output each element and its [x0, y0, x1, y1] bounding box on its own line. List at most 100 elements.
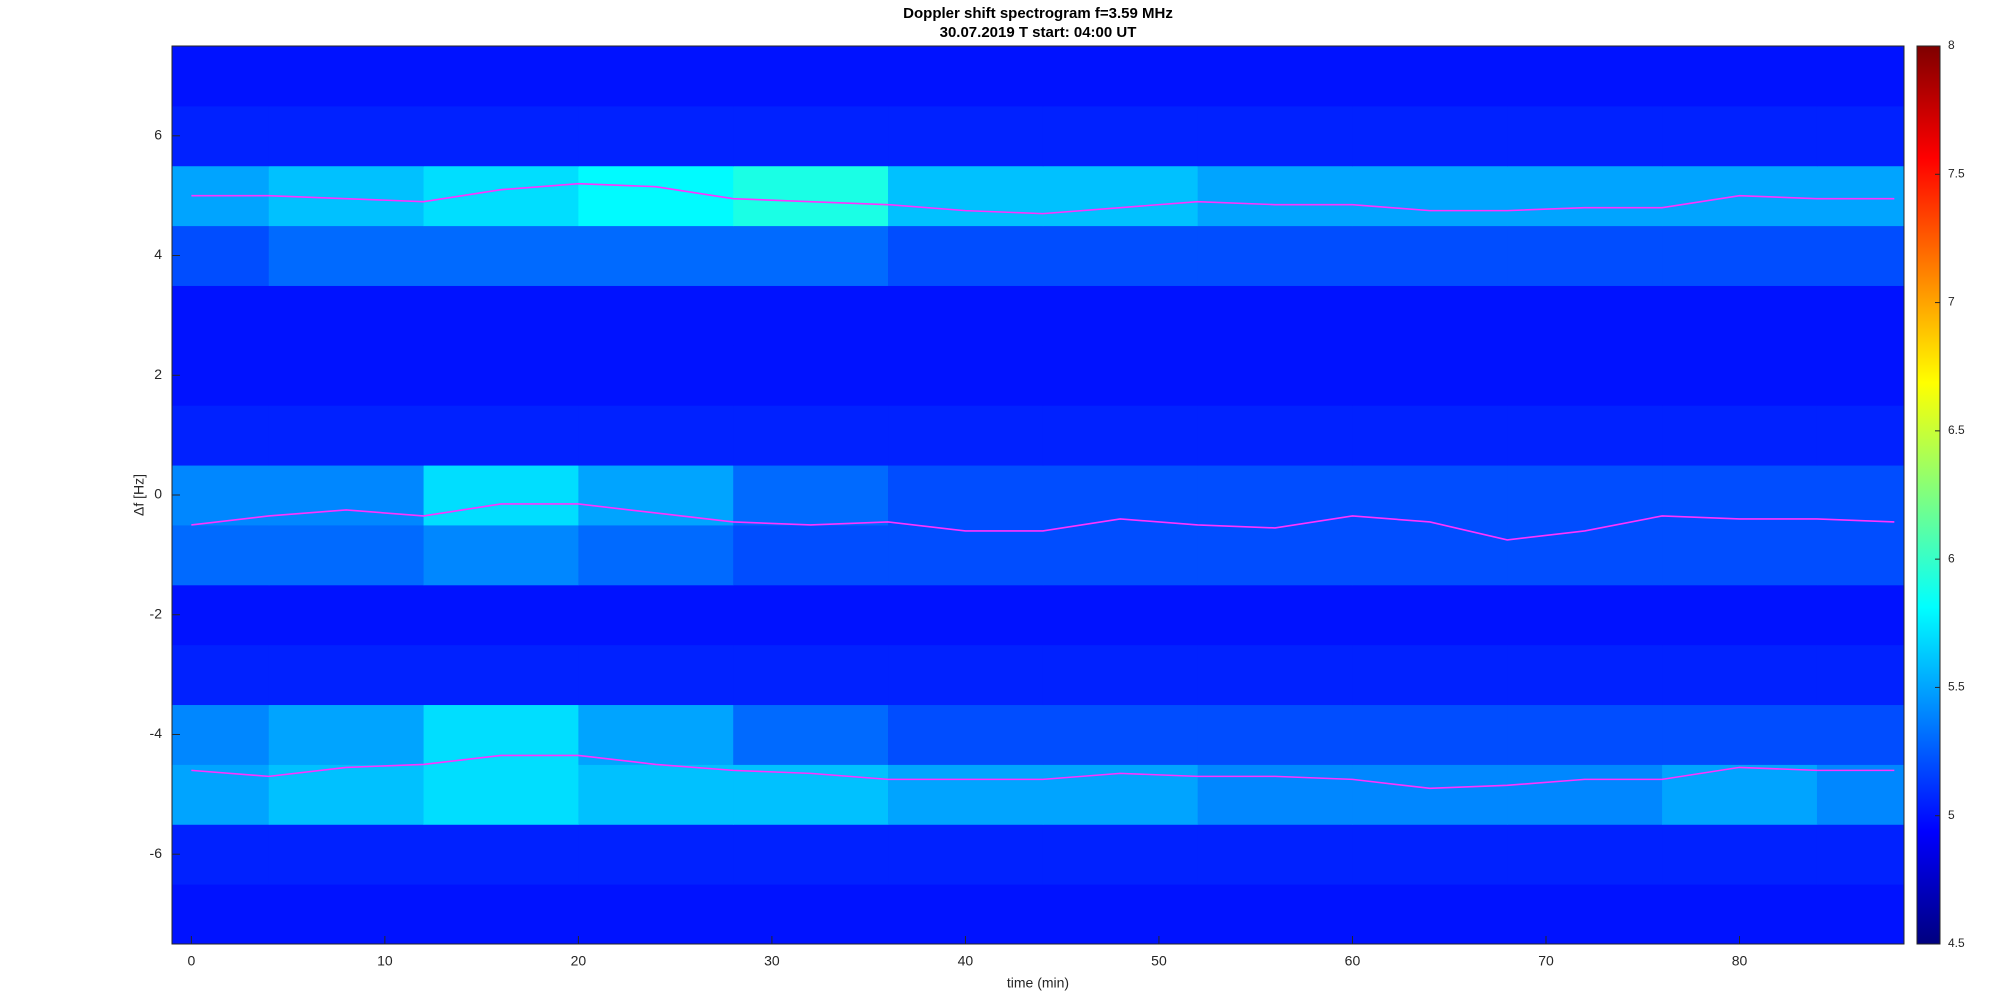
- y-tick-label: 0: [154, 486, 162, 502]
- cell: [578, 225, 734, 286]
- cell: [1352, 704, 1508, 765]
- cell: [172, 524, 270, 586]
- cell: [172, 46, 270, 107]
- cell: [268, 884, 425, 944]
- cell: [733, 465, 889, 526]
- x-tick-label: 0: [187, 953, 195, 969]
- cell: [1042, 225, 1199, 286]
- cell: [1662, 105, 1818, 167]
- colorbar-tick-label: 5.5: [1948, 680, 1965, 694]
- cell: [1507, 165, 1663, 227]
- chart-subtitle: 30.07.2019 T start: 04:00 UT: [940, 24, 1137, 41]
- trace-line: [191, 754, 1895, 790]
- cell: [423, 345, 579, 406]
- cell: [423, 405, 579, 466]
- cell: [578, 764, 734, 825]
- cell: [1352, 764, 1508, 825]
- cell: [1507, 824, 1663, 885]
- cell: [1816, 225, 1904, 286]
- traces: [191, 182, 1895, 790]
- cell: [888, 405, 1044, 466]
- cell: [1816, 465, 1904, 526]
- x-tick-label: 30: [764, 953, 780, 969]
- cell: [172, 824, 270, 885]
- cell: [1197, 644, 1353, 706]
- cell: [733, 405, 889, 466]
- cell: [1662, 225, 1818, 286]
- cell: [1352, 165, 1508, 227]
- cell: [1197, 405, 1353, 466]
- x-tick-label: 60: [1345, 953, 1361, 969]
- cell: [1042, 824, 1199, 885]
- cell: [1042, 764, 1199, 825]
- cell: [1042, 524, 1199, 586]
- x-axis-label: time (min): [1007, 975, 1069, 991]
- cell: [268, 345, 425, 406]
- cell: [1197, 704, 1353, 765]
- cell: [578, 884, 734, 944]
- cell: [578, 285, 734, 346]
- cell: [1352, 644, 1508, 706]
- cell: [1352, 584, 1508, 646]
- cell: [1042, 285, 1199, 346]
- cell: [1662, 524, 1818, 586]
- cell: [888, 225, 1044, 286]
- cell: [578, 345, 734, 406]
- cell: [423, 644, 579, 706]
- cell: [578, 165, 734, 227]
- cell: [1507, 465, 1663, 526]
- cell: [578, 46, 734, 107]
- cell: [1816, 524, 1904, 586]
- cell: [423, 584, 579, 646]
- cell: [423, 465, 579, 526]
- cell: [423, 105, 579, 167]
- cell: [1352, 105, 1508, 167]
- y-tick-label: -6: [150, 845, 163, 861]
- cell: [1042, 405, 1199, 466]
- cell: [1507, 46, 1663, 107]
- cell: [733, 165, 889, 227]
- cell: [1816, 46, 1904, 107]
- cell: [1816, 345, 1904, 406]
- cell: [1507, 345, 1663, 406]
- cell: [1197, 225, 1353, 286]
- cell: [888, 704, 1044, 765]
- cell: [578, 824, 734, 885]
- cell: [423, 524, 579, 586]
- trace-line: [191, 182, 1895, 215]
- cell: [268, 285, 425, 346]
- cell: [1352, 405, 1508, 466]
- cell: [733, 644, 889, 706]
- cell: [1662, 764, 1818, 825]
- cell: [888, 345, 1044, 406]
- colorbar-tick-label: 7: [1948, 295, 1955, 309]
- cell: [733, 764, 889, 825]
- cell: [172, 884, 270, 944]
- cell: [888, 524, 1044, 586]
- cell: [578, 704, 734, 765]
- cell: [1662, 285, 1818, 346]
- cell: [733, 46, 889, 107]
- cell: [1816, 644, 1904, 706]
- cell: [423, 46, 579, 107]
- cell: [1197, 764, 1353, 825]
- cell: [1042, 345, 1199, 406]
- cell: [733, 105, 889, 167]
- cell: [423, 165, 579, 227]
- colorbar-tick-label: 8: [1948, 38, 1955, 52]
- cell: [1507, 704, 1663, 765]
- cell: [1042, 465, 1199, 526]
- cell: [1816, 584, 1904, 646]
- cell: [268, 225, 425, 286]
- cell: [733, 584, 889, 646]
- cell: [1662, 644, 1818, 706]
- cell: [1352, 524, 1508, 586]
- y-tick-label: -2: [150, 605, 163, 621]
- cell: [733, 524, 889, 586]
- cell: [578, 465, 734, 526]
- cell: [172, 285, 270, 346]
- colorbar-tick-label: 6.5: [1948, 423, 1965, 437]
- cell: [172, 584, 270, 646]
- cell: [1352, 824, 1508, 885]
- cell: [1662, 46, 1818, 107]
